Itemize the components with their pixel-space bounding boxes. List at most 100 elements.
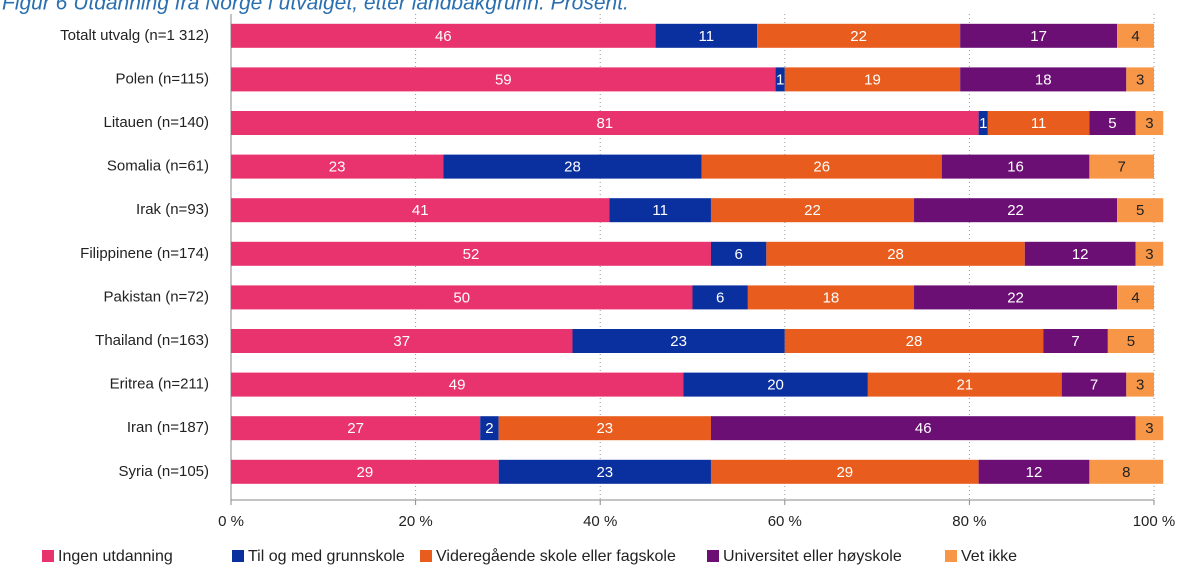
data-label: 37 xyxy=(393,333,410,350)
bar-segment xyxy=(867,372,1062,397)
bar-segment xyxy=(1024,241,1136,266)
data-label: 29 xyxy=(836,464,853,481)
bar-segment xyxy=(1135,416,1164,441)
y-tick-label: Litauen (n=140) xyxy=(104,114,210,131)
data-label: 5 xyxy=(1108,115,1116,132)
data-label: 18 xyxy=(823,289,840,306)
data-label: 17 xyxy=(1030,28,1047,45)
data-label: 26 xyxy=(813,159,830,176)
bar-segment xyxy=(443,154,702,179)
bar-segment xyxy=(231,198,610,223)
bar-segment xyxy=(572,329,785,353)
bar-segment xyxy=(775,67,785,92)
bar-segment xyxy=(231,67,776,92)
data-label: 22 xyxy=(1007,289,1024,306)
data-label: 28 xyxy=(887,246,904,263)
y-tick-label: Iran (n=187) xyxy=(127,419,209,436)
bar-segment xyxy=(231,154,444,179)
data-label: 5 xyxy=(1127,333,1135,350)
bar-segment xyxy=(710,198,915,223)
data-label: 29 xyxy=(356,464,373,481)
bar-segment xyxy=(1089,111,1136,135)
bar-segment xyxy=(231,329,573,353)
data-label: 28 xyxy=(906,333,923,350)
bar-segment xyxy=(960,23,1118,48)
data-label: 28 xyxy=(564,159,581,176)
bar-segment xyxy=(231,372,684,397)
bar-segment xyxy=(1117,23,1154,48)
bar-segment xyxy=(231,416,481,441)
bar-segment xyxy=(231,111,979,135)
data-label: 11 xyxy=(699,28,715,45)
legend-swatch xyxy=(42,550,54,562)
data-label: 23 xyxy=(670,333,687,350)
bar-segment xyxy=(1135,111,1164,135)
bar-segment xyxy=(1089,154,1154,179)
bar-segment xyxy=(480,416,499,441)
bar-segment xyxy=(498,459,711,484)
y-tick-label: Somalia (n=61) xyxy=(107,158,209,175)
data-label: 18 xyxy=(1035,71,1052,88)
data-label: 23 xyxy=(596,464,613,481)
bar-segment xyxy=(914,285,1118,310)
data-label: 22 xyxy=(1007,202,1024,219)
data-label: 4 xyxy=(1131,28,1139,45)
data-label: 27 xyxy=(347,420,364,437)
y-tick-label: Irak (n=93) xyxy=(136,201,209,218)
data-label: 22 xyxy=(850,28,867,45)
data-label: 7 xyxy=(1071,333,1079,350)
x-tick-label: 80 % xyxy=(952,513,986,530)
data-label: 81 xyxy=(596,115,613,132)
bar-segment xyxy=(960,67,1127,92)
bar-segment xyxy=(766,241,1025,266)
bar-segment xyxy=(701,154,942,179)
data-label: 6 xyxy=(716,289,724,306)
y-tick-label: Filippinene (n=174) xyxy=(80,245,209,262)
data-label: 3 xyxy=(1145,246,1153,263)
data-label: 23 xyxy=(596,420,613,437)
data-label: 1 xyxy=(776,71,784,88)
bar-segment xyxy=(1126,372,1154,397)
bar-segment xyxy=(757,23,961,48)
bar-segment xyxy=(710,459,979,484)
bar-segment xyxy=(978,459,1090,484)
data-label: 3 xyxy=(1136,71,1144,88)
data-label: 6 xyxy=(734,246,742,263)
y-tick-label: Eritrea (n=211) xyxy=(110,376,209,393)
data-label: 22 xyxy=(804,202,821,219)
x-tick-label: 100 % xyxy=(1133,513,1176,530)
bar-segment xyxy=(1089,459,1164,484)
data-label: 12 xyxy=(1072,246,1089,263)
legend-label: Videregående skole eller fagskole xyxy=(436,547,676,565)
data-label: 8 xyxy=(1122,464,1130,481)
bar-segment xyxy=(692,285,748,310)
data-label: 3 xyxy=(1136,377,1144,394)
data-label: 11 xyxy=(652,202,668,219)
data-label: 1 xyxy=(979,115,987,132)
bar-segment xyxy=(941,154,1090,179)
data-label: 12 xyxy=(1026,464,1043,481)
data-label: 3 xyxy=(1145,420,1153,437)
data-label: 3 xyxy=(1145,115,1153,132)
legend-swatch xyxy=(420,550,432,562)
legend-label: Vet ikke xyxy=(961,548,1017,565)
bar-segment xyxy=(498,416,711,441)
bar-segment xyxy=(1117,285,1154,310)
data-label: 23 xyxy=(329,159,346,176)
legend-label: Ingen utdanning xyxy=(58,548,173,565)
bar-segment xyxy=(710,416,1136,441)
data-label: 52 xyxy=(463,246,480,263)
bar-segment xyxy=(747,285,915,310)
bar-segment xyxy=(1117,198,1164,223)
bar-segment xyxy=(914,198,1118,223)
chart-title: Figur 6 Utdanning fra Norge i utvalget, … xyxy=(2,0,629,15)
bar-segment xyxy=(655,23,758,48)
data-label: 49 xyxy=(449,377,466,394)
bar-segment xyxy=(231,241,711,266)
data-label: 7 xyxy=(1118,159,1126,176)
y-tick-label: Thailand (n=163) xyxy=(95,332,209,349)
data-label: 59 xyxy=(495,71,512,88)
bar-segment xyxy=(784,329,1044,353)
data-label: 46 xyxy=(915,420,932,437)
